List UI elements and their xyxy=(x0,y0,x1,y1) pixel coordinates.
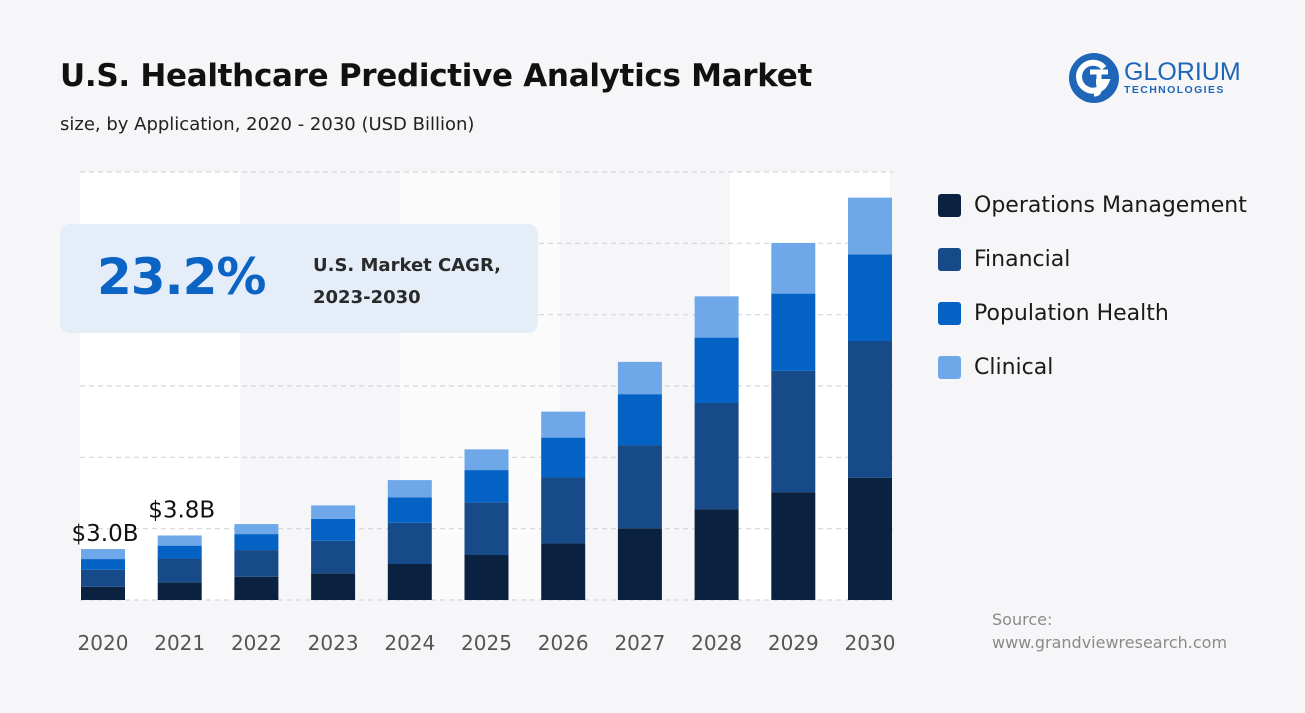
legend-label: Clinical xyxy=(974,355,1054,380)
bar-segment-clinical xyxy=(541,411,586,438)
logo-name: GLORIUM xyxy=(1124,58,1241,87)
x-tick-label: 2023 xyxy=(308,631,359,655)
cagr-box: 23.2% U.S. Market CAGR, 2023-2030 xyxy=(60,224,538,333)
glorium-logo: GLORIUM TECHNOLOGIES xyxy=(1068,52,1241,104)
logo-mark-icon xyxy=(1069,53,1119,103)
bar-segment-financial xyxy=(387,522,432,564)
bar-segment-clinical xyxy=(387,480,432,498)
bar-segment-population-health xyxy=(771,293,816,371)
x-tick-label: 2020 xyxy=(78,631,129,655)
legend-label: Financial xyxy=(974,247,1071,272)
x-tick-label: 2027 xyxy=(614,631,665,655)
bar-segment-population-health xyxy=(617,394,662,446)
cagr-label-line2: 2023-2030 xyxy=(313,287,421,308)
bar-segment-clinical xyxy=(157,535,202,546)
bar-segment-clinical xyxy=(81,549,125,560)
legend-label: Population Health xyxy=(974,301,1169,326)
bar-segment-operations-management xyxy=(81,586,125,600)
bar-segment-financial xyxy=(157,558,202,583)
x-tick-label: 2025 xyxy=(461,631,512,655)
bar-segment-population-health xyxy=(541,437,586,478)
logo-tagline: TECHNOLOGIES xyxy=(1124,84,1225,97)
legend-item-population-health: Population Health xyxy=(938,301,1169,326)
bar-segment-financial xyxy=(311,540,356,574)
source-label: Source: xyxy=(992,610,1053,629)
bar-segment-population-health xyxy=(387,497,432,523)
bar-segment-financial xyxy=(81,569,125,587)
bar-segment-population-health xyxy=(81,559,125,570)
chart-title: U.S. Healthcare Predictive Analytics Mar… xyxy=(60,58,813,94)
bar-segment-clinical xyxy=(694,296,739,338)
bar-segment-financial xyxy=(771,370,816,493)
legend-item-clinical: Clinical xyxy=(938,355,1053,380)
bar-segment-operations-management xyxy=(387,563,432,600)
legend-item-operations-management: Operations Management xyxy=(938,193,1247,218)
bar-segment-operations-management xyxy=(464,554,509,600)
bar-segment-operations-management xyxy=(848,477,892,600)
bar-segment-population-health xyxy=(848,254,892,341)
legend-swatch xyxy=(938,302,961,325)
x-tick-label: 2029 xyxy=(768,631,819,655)
x-tick-label: 2028 xyxy=(691,631,742,655)
bar-segment-operations-management xyxy=(234,576,279,600)
x-tick-label: 2022 xyxy=(231,631,282,655)
bar-segment-clinical xyxy=(234,524,279,535)
x-tick-label: 2024 xyxy=(384,631,435,655)
legend-item-financial: Financial xyxy=(938,247,1070,272)
bar-segment-population-health xyxy=(311,518,356,541)
x-tick-label: 2021 xyxy=(154,631,205,655)
bar-segment-clinical xyxy=(771,242,816,294)
bar-segment-clinical xyxy=(464,449,509,471)
data-label: $3.8B xyxy=(148,497,215,523)
bar-segment-operations-management xyxy=(311,573,356,600)
legend-swatch xyxy=(938,356,961,379)
bar-segment-population-health xyxy=(464,470,509,503)
bar-segment-clinical xyxy=(617,361,662,395)
data-label: $3.0B xyxy=(72,521,139,547)
legend-swatch xyxy=(938,248,961,271)
cagr-value: 23.2% xyxy=(97,248,266,306)
bar-segment-financial xyxy=(848,340,892,478)
bar-segment-financial xyxy=(464,502,509,555)
bar-segment-financial xyxy=(694,402,739,510)
cagr-label: U.S. Market CAGR, 2023-2030 xyxy=(313,250,533,314)
bar-segment-clinical xyxy=(311,505,356,519)
bar-segment-operations-management xyxy=(541,543,586,600)
x-tick-label: 2030 xyxy=(845,631,896,655)
bar-segment-operations-management xyxy=(694,509,739,600)
bar-segment-operations-management xyxy=(617,528,662,600)
source-note: Source: www.grandviewresearch.com xyxy=(992,608,1227,654)
chart-subtitle: size, by Application, 2020 - 2030 (USD B… xyxy=(60,114,475,135)
bar-segment-population-health xyxy=(694,337,739,403)
bar-segment-financial xyxy=(617,445,662,529)
legend-label: Operations Management xyxy=(974,193,1247,218)
source-url: www.grandviewresearch.com xyxy=(992,633,1228,652)
cagr-label-line1: U.S. Market CAGR, xyxy=(313,255,501,276)
bar-segment-population-health xyxy=(157,545,202,559)
bar-segment-population-health xyxy=(234,534,279,551)
bar-segment-clinical xyxy=(848,197,892,255)
bar-segment-financial xyxy=(541,477,586,544)
bar-segment-operations-management xyxy=(157,582,202,600)
bar-segment-operations-management xyxy=(771,492,816,600)
legend-swatch xyxy=(938,194,961,217)
x-tick-label: 2026 xyxy=(538,631,589,655)
bar-segment-financial xyxy=(234,550,279,577)
